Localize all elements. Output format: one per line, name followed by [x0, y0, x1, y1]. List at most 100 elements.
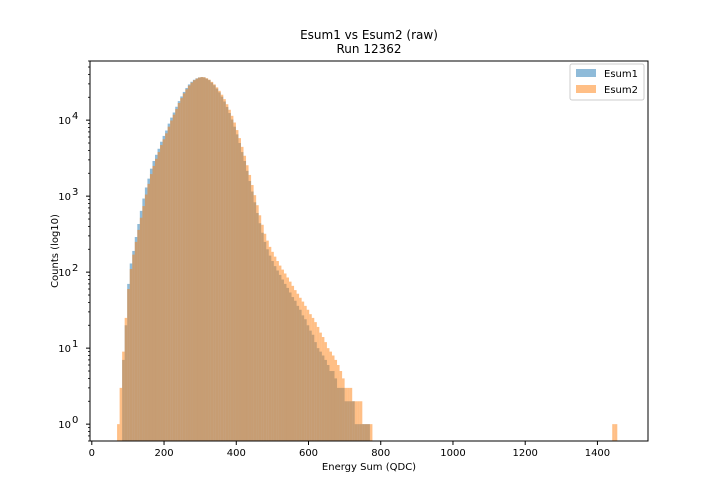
histogram-bar [185, 89, 188, 442]
histogram-bar [160, 145, 163, 441]
histogram-bar [357, 401, 360, 441]
histogram-bar [238, 138, 241, 441]
histogram-bar [253, 195, 257, 441]
histogram-bar [261, 224, 264, 441]
histogram-bar [612, 424, 615, 441]
y-axis-label: Counts (log10) [50, 214, 61, 288]
x-tick-label: 600 [299, 448, 318, 459]
histogram-bar [301, 301, 305, 441]
histogram-bar [256, 205, 259, 441]
histogram-bar [334, 359, 338, 441]
chart-title: Esum1 vs Esum2 (raw) [300, 28, 438, 42]
y-tick-exponent: 0 [72, 415, 78, 426]
histogram-bar [271, 251, 274, 441]
histogram-bar [344, 387, 348, 441]
histogram-bar [197, 77, 201, 441]
y-tick-exponent: 4 [72, 111, 78, 122]
histogram-bar [281, 269, 284, 441]
histogram-bar [172, 114, 176, 442]
histogram-bar [291, 285, 295, 441]
histogram-bar [309, 314, 312, 441]
histogram-bar [195, 78, 198, 441]
histogram-bar [235, 130, 239, 441]
histogram-bar [258, 215, 262, 441]
histogram-bar [276, 261, 279, 441]
histogram-bar [147, 183, 150, 441]
x-tick-label: 200 [154, 448, 173, 459]
histogram-bar [278, 265, 282, 441]
histogram-bar [230, 115, 234, 441]
y-tick-label: 10 [58, 268, 71, 279]
y-tick-label: 10 [58, 192, 71, 203]
histogram-bar [233, 122, 236, 441]
histogram-bar [157, 152, 161, 441]
histogram-bar [177, 103, 181, 442]
histogram-bar [215, 87, 219, 442]
histogram-bar [352, 401, 355, 441]
histogram-bar [187, 85, 191, 441]
histogram-bar [349, 387, 353, 441]
histogram-bar [337, 365, 340, 441]
histogram-bar [362, 424, 365, 441]
histogram-bar [182, 93, 186, 442]
histogram-bar [299, 297, 302, 441]
histogram-bar [165, 133, 168, 442]
histogram-bar [359, 401, 363, 441]
histogram-bar [289, 281, 292, 441]
histogram-bar [162, 139, 166, 441]
histogram-bar [326, 348, 330, 441]
histogram-bar [294, 290, 297, 441]
histogram-bar [296, 293, 300, 441]
histogram-bar [314, 322, 317, 441]
histogram-bar [347, 387, 350, 441]
histogram-bar [225, 104, 229, 441]
histogram-bar [142, 206, 145, 441]
histogram-bar [246, 165, 249, 442]
histogram-bar [137, 229, 140, 441]
histogram-bar [117, 424, 120, 441]
histogram-bar [251, 185, 254, 441]
histogram-bar [167, 126, 171, 441]
histogram-bar [129, 268, 133, 441]
y-tick-exponent: 1 [72, 339, 78, 350]
legend-swatch-esum1 [576, 69, 596, 77]
legend-swatch-esum2 [576, 85, 596, 93]
histogram-bar [149, 174, 153, 441]
histogram-bar [205, 78, 209, 441]
histogram-bar [203, 77, 206, 441]
y-tick-label: 10 [58, 116, 71, 127]
histogram-bar [243, 155, 247, 441]
histogram-bar [367, 424, 370, 441]
histogram-bar [240, 146, 244, 442]
histogram-bar [268, 246, 272, 441]
histogram-bar [155, 158, 158, 442]
histogram-bar [210, 81, 214, 441]
series-esum2 [117, 77, 618, 442]
legend-label-esum1: Esum1 [604, 69, 638, 80]
x-axis-label: Energy Sum (QDC) [322, 462, 416, 473]
histogram-bar [306, 309, 310, 441]
histogram-bar [319, 332, 322, 441]
histogram-bar [304, 305, 307, 441]
histogram-bar [175, 109, 178, 441]
histogram-bar [139, 217, 143, 441]
y-tick-exponent: 2 [72, 263, 78, 274]
histogram-bar [286, 277, 289, 441]
histogram-bar [144, 194, 148, 441]
histogram-bar [614, 424, 618, 441]
histogram-bar [342, 378, 345, 441]
histogram-bar [213, 84, 216, 441]
histogram-bar [316, 326, 320, 441]
histogram-bar [180, 98, 183, 441]
y-tick-exponent: 3 [72, 187, 78, 198]
histogram-bar [329, 351, 332, 441]
histogram-bar [369, 424, 373, 441]
histogram-bar [324, 342, 327, 441]
histogram-bar [132, 254, 135, 441]
x-tick-label: 1400 [585, 448, 610, 459]
histogram-bar [364, 424, 368, 441]
histogram-bar [273, 256, 277, 441]
histogram-bar [283, 273, 287, 441]
